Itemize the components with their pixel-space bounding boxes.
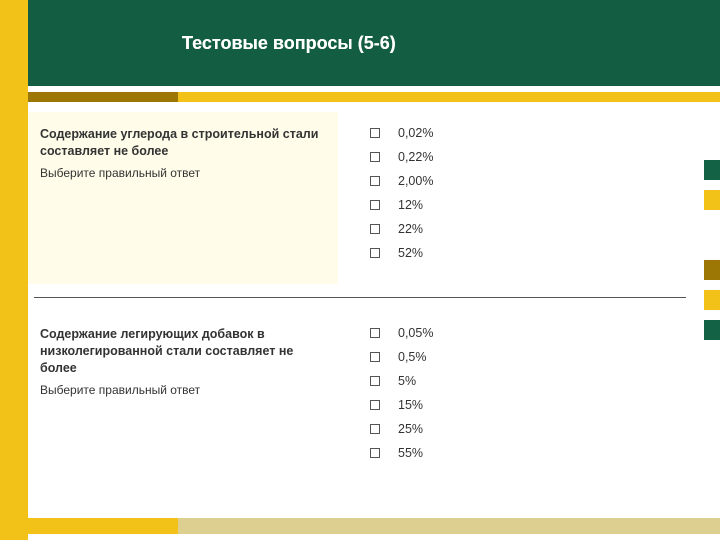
option-label: 22% xyxy=(398,222,423,236)
option-label: 2,00% xyxy=(398,174,433,188)
checkbox-icon xyxy=(370,424,380,434)
option-item[interactable]: 5% xyxy=(370,374,670,388)
option-label: 25% xyxy=(398,422,423,436)
checkbox-icon xyxy=(370,200,380,210)
question-2-subtitle: Выберите правильный ответ xyxy=(40,383,330,397)
option-item[interactable]: 15% xyxy=(370,398,670,412)
divider-line xyxy=(34,297,686,298)
question-1: Содержание углерода в строительной стали… xyxy=(40,126,670,270)
option-item[interactable]: 0,05% xyxy=(370,326,670,340)
header-left-block xyxy=(28,0,178,86)
checkbox-icon xyxy=(370,152,380,162)
option-item[interactable]: 22% xyxy=(370,222,670,236)
deco-rect-1 xyxy=(704,160,720,180)
question-1-text: Содержание углерода в строительной стали… xyxy=(40,126,330,270)
sub-bar-dark xyxy=(28,92,178,102)
option-item[interactable]: 25% xyxy=(370,422,670,436)
option-item[interactable]: 2,00% xyxy=(370,174,670,188)
checkbox-icon xyxy=(370,176,380,186)
checkbox-icon xyxy=(370,352,380,362)
option-label: 5% xyxy=(398,374,416,388)
question-2-title: Содержание легирующих добавок в низколег… xyxy=(40,326,330,377)
page-title: Тестовые вопросы (5-6) xyxy=(182,33,396,54)
checkbox-icon xyxy=(370,248,380,258)
checkbox-icon xyxy=(370,376,380,386)
checkbox-icon xyxy=(370,224,380,234)
option-item[interactable]: 55% xyxy=(370,446,670,460)
footer-bar-left xyxy=(28,518,178,534)
deco-rect-2 xyxy=(704,190,720,210)
slide: { "colors": { "gold": "#f3c218", "dark_g… xyxy=(0,0,720,540)
left-gold-strip xyxy=(0,0,28,540)
question-1-options: 0,02% 0,22% 2,00% 12% 22% 52% xyxy=(360,126,670,270)
option-label: 0,05% xyxy=(398,326,433,340)
question-2-text: Содержание легирующих добавок в низколег… xyxy=(40,326,330,470)
option-label: 55% xyxy=(398,446,423,460)
option-label: 52% xyxy=(398,246,423,260)
checkbox-icon xyxy=(370,400,380,410)
deco-rect-4 xyxy=(704,290,720,310)
option-item[interactable]: 0,5% xyxy=(370,350,670,364)
option-label: 15% xyxy=(398,398,423,412)
checkbox-icon xyxy=(370,328,380,338)
checkbox-icon xyxy=(370,448,380,458)
checkbox-icon xyxy=(370,128,380,138)
option-label: 0,22% xyxy=(398,150,433,164)
deco-rect-3 xyxy=(704,260,720,280)
option-item[interactable]: 0,02% xyxy=(370,126,670,140)
deco-rect-5 xyxy=(704,320,720,340)
question-2: Содержание легирующих добавок в низколег… xyxy=(40,326,670,470)
option-item[interactable]: 52% xyxy=(370,246,670,260)
option-label: 12% xyxy=(398,198,423,212)
option-item[interactable]: 12% xyxy=(370,198,670,212)
option-item[interactable]: 0,22% xyxy=(370,150,670,164)
question-1-title: Содержание углерода в строительной стали… xyxy=(40,126,330,160)
question-2-options: 0,05% 0,5% 5% 15% 25% 55% xyxy=(360,326,670,470)
question-1-subtitle: Выберите правильный ответ xyxy=(40,166,330,180)
option-label: 0,02% xyxy=(398,126,433,140)
option-label: 0,5% xyxy=(398,350,427,364)
